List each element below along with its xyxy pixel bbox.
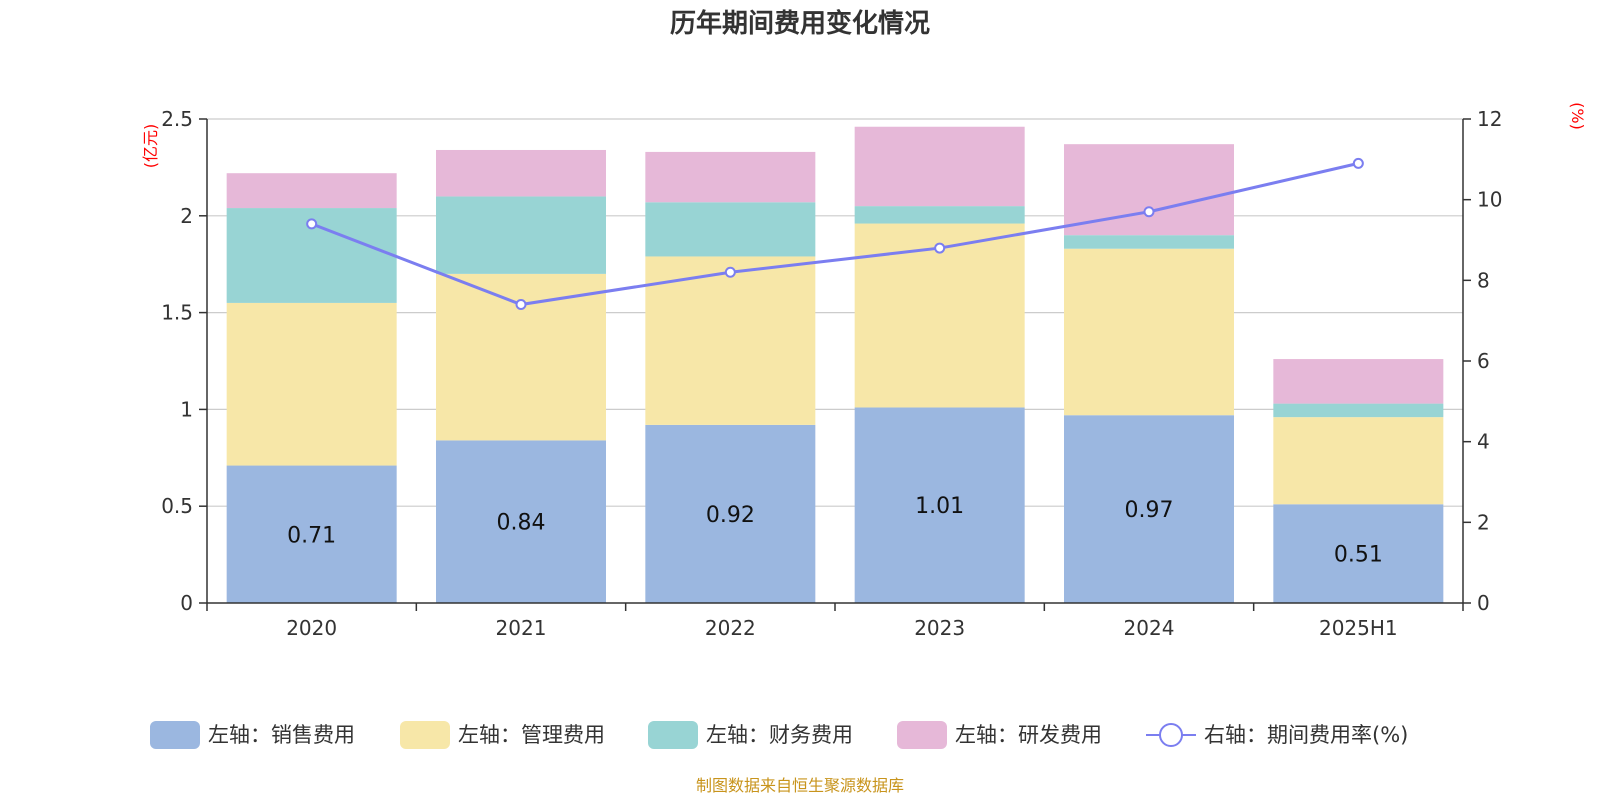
bar-data-label: 1.01 <box>915 494 964 519</box>
bar-segment <box>854 407 1025 603</box>
legend-label: 左轴：财务费用 <box>706 723 853 747</box>
bar-data-label: 0.97 <box>1125 498 1174 523</box>
bar-segment <box>1064 248 1234 416</box>
bar-segment <box>226 465 397 603</box>
left-axis-unit: (亿元) <box>141 124 160 169</box>
source-note: 制图数据来自恒生聚源数据库 <box>696 776 904 795</box>
bar-segment <box>436 273 606 441</box>
left-tick-label: 2.5 <box>161 107 193 131</box>
left-tick-label: 0 <box>180 591 193 615</box>
bar-segment <box>854 126 1025 207</box>
rate-line-point <box>306 218 318 230</box>
x-tick-label: 2020 <box>286 616 337 640</box>
left-tick-label: 2 <box>180 204 193 228</box>
x-tick-label: 2022 <box>705 616 756 640</box>
rate-line <box>306 157 1364 311</box>
legend-label: 左轴：研发费用 <box>955 723 1102 747</box>
right-tick-label: 8 <box>1477 268 1490 292</box>
bar-segment <box>645 256 816 425</box>
rate-line-point <box>515 299 527 311</box>
rate-line-path <box>311 161 1359 307</box>
bar-segment <box>226 302 397 466</box>
right-tick-label: 2 <box>1477 510 1490 534</box>
bars: 0.71 0.84 0.92 1.01 0.97 0.51 <box>226 126 1444 603</box>
legend-label: 右轴：期间费用率(%) <box>1204 723 1408 747</box>
left-tick-label: 1.5 <box>161 301 193 325</box>
legend-swatch <box>150 721 200 749</box>
rate-line-point <box>724 266 736 278</box>
bar-segment <box>1064 144 1234 236</box>
left-tick-label: 0.5 <box>161 494 193 518</box>
bar-segment <box>1064 415 1234 603</box>
bar-segment <box>1064 235 1234 249</box>
right-tick-label: 4 <box>1477 430 1490 454</box>
x-tick-label: 2023 <box>914 616 965 640</box>
right-axis-unit: (%) <box>1568 102 1587 130</box>
right-tick-label: 10 <box>1477 188 1502 212</box>
bar-segment <box>1273 403 1444 418</box>
gridlines <box>207 118 1463 507</box>
x-tick-label: 2021 <box>496 616 547 640</box>
legend-label: 左轴：管理费用 <box>458 723 605 747</box>
rate-line-point <box>1352 157 1364 169</box>
bar-segment <box>854 206 1025 224</box>
x-tick-label: 2025H1 <box>1319 616 1398 640</box>
bar-segment <box>436 149 606 197</box>
right-tick-label: 0 <box>1477 591 1490 615</box>
x-tick-label: 2024 <box>1124 616 1175 640</box>
left-tick-label: 1 <box>180 397 193 421</box>
bar-segment <box>226 173 397 209</box>
bar-segment <box>1273 504 1444 603</box>
right-tick-label: 12 <box>1477 107 1502 131</box>
bar-data-label: 0.71 <box>287 523 336 548</box>
legend-marker-icon <box>1159 723 1183 747</box>
rate-line-point <box>1143 206 1155 218</box>
bar-segment <box>436 440 606 603</box>
chart-title: 历年期间费用变化情况 <box>670 8 930 39</box>
legend: 左轴：销售费用 左轴：管理费用 左轴：财务费用 左轴：研发费用 右轴：期间费用率(%) <box>150 721 1408 749</box>
legend-swatch <box>897 721 947 749</box>
bar-data-label: 0.51 <box>1334 543 1383 568</box>
legend-swatch <box>648 721 698 749</box>
right-tick-label: 6 <box>1477 349 1490 373</box>
bar-segment <box>1273 359 1444 404</box>
bar-segment <box>1273 417 1444 505</box>
legend-label: 左轴：销售费用 <box>208 723 355 747</box>
legend-swatch <box>400 721 450 749</box>
bar-segment <box>436 196 606 274</box>
bar-segment <box>645 202 816 257</box>
bar-segment <box>645 151 816 203</box>
bar-segment <box>645 424 816 603</box>
bar-data-label: 0.84 <box>497 511 546 536</box>
bar-data-label: 0.92 <box>706 503 755 528</box>
rate-line-point <box>934 242 946 254</box>
